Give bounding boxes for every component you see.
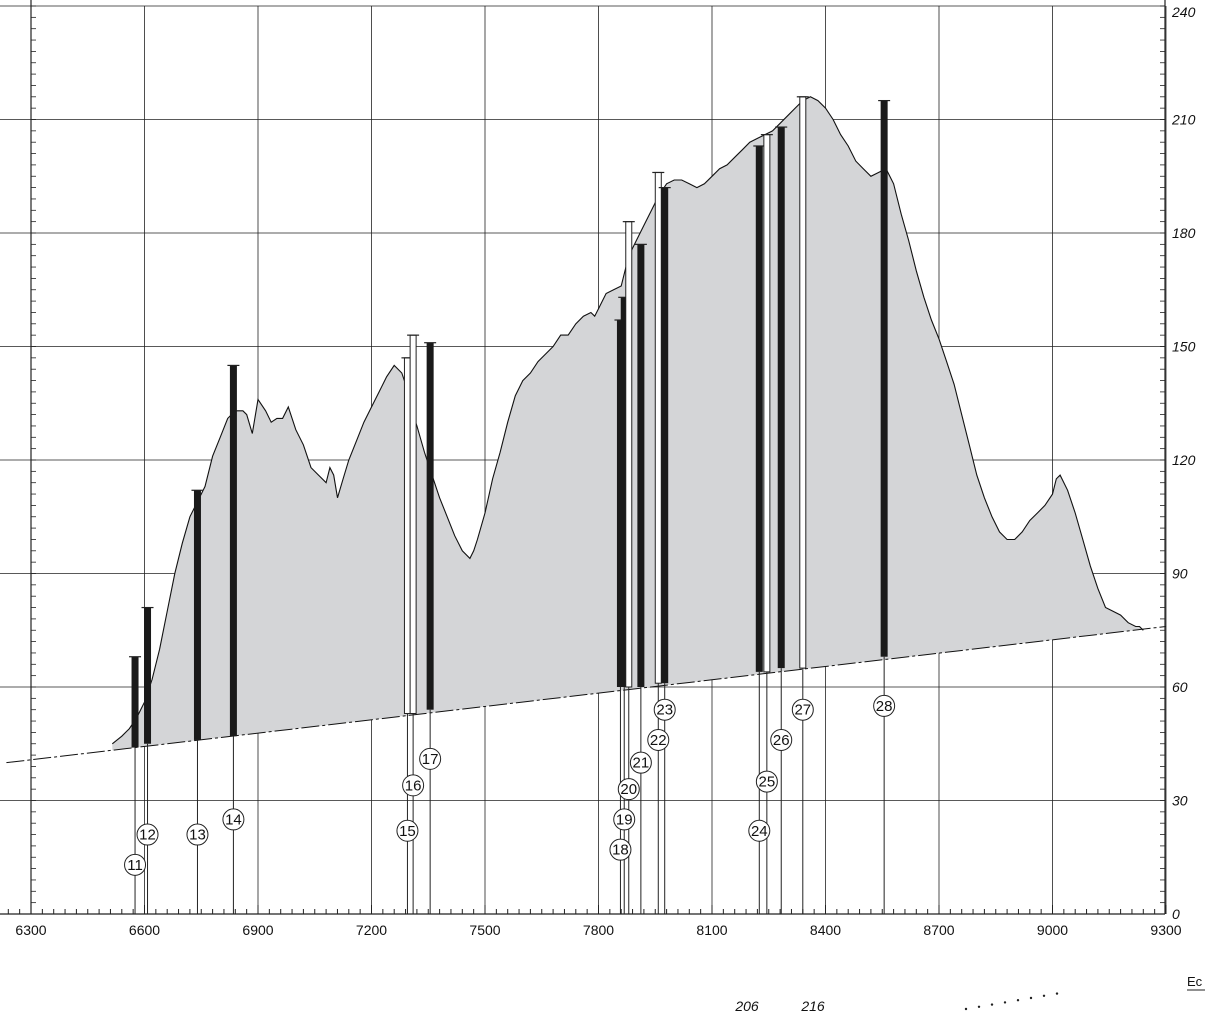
marker-circle-23: [653, 698, 676, 721]
marker-label-25: 25: [759, 774, 776, 791]
bar-25: [763, 134, 771, 673]
bar-18: [616, 320, 624, 687]
dotted-arc-dot: [1016, 999, 1020, 1002]
marker-label-15: 15: [399, 823, 416, 840]
marker-circle-12: [136, 823, 159, 846]
marker-circle-28: [873, 694, 896, 717]
y-tick-label: 60: [1172, 679, 1188, 695]
marker-label-11: 11: [127, 857, 143, 874]
corner-label: Ec: [1187, 974, 1203, 989]
bar-14: [229, 365, 237, 737]
marker-label-14: 14: [225, 811, 242, 828]
x-tick-label: 6600: [129, 922, 160, 938]
bar-23: [661, 187, 669, 684]
marker-label-27: 27: [794, 702, 811, 719]
marker-label-12: 12: [139, 827, 156, 844]
marker-circle-15: [396, 819, 419, 842]
annotation-206: 206: [734, 998, 759, 1012]
marker-circle-17: [419, 747, 442, 770]
bar-12: [144, 607, 152, 744]
marker-label-24: 24: [751, 823, 768, 840]
dotted-arc-dot: [1003, 1001, 1007, 1004]
marker-circle-11: [124, 853, 147, 876]
dotted-arc-dot: [1055, 992, 1059, 995]
marker-label-23: 23: [656, 702, 673, 719]
marker-label-19: 19: [616, 811, 633, 828]
bar-27: [799, 96, 807, 669]
axis-ticks: 6300 6600 6900 7200 7500 7800 8100 8400 8700 9000…: [7, 4, 1205, 1011]
x-tick-label: 7500: [469, 922, 500, 938]
bar-16: [409, 334, 417, 714]
marker-label-13: 13: [189, 827, 206, 844]
marker-circle-20: [617, 778, 640, 801]
bar-15: [403, 357, 411, 714]
bottom-notes: 206 216 Ec: [734, 974, 1202, 1012]
y-tick-label: 180: [1172, 225, 1196, 241]
marker-circle-19: [613, 808, 636, 831]
marker-circle-25: [755, 770, 778, 793]
marker-circle-21: [629, 751, 652, 774]
y-tick-label: 0: [1172, 906, 1180, 922]
marker-label-22: 22: [650, 732, 667, 749]
y-tick-label: 150: [1172, 339, 1196, 355]
terrain-outline: [111, 96, 1144, 745]
marker-circle-18: [609, 838, 632, 861]
dotted-arc-dot: [990, 1003, 994, 1006]
marker-label-16: 16: [405, 777, 422, 794]
x-tick-label: 9300: [1150, 922, 1181, 938]
bar-13: [193, 490, 201, 740]
y-tick-label: 30: [1172, 793, 1188, 809]
x-tick-label: 7800: [583, 922, 614, 938]
marker-circle-16: [402, 774, 425, 797]
marker-label-26: 26: [773, 732, 790, 749]
x-tick-label: 7200: [356, 922, 387, 938]
bar-11: [131, 656, 139, 748]
marker-circle-27: [791, 698, 814, 721]
bar-21: [637, 244, 645, 687]
dotted-arc-dot: [964, 1007, 968, 1011]
x-tick-label: 6300: [15, 922, 46, 938]
y-tick-label: 90: [1172, 566, 1188, 582]
marker-circle-22: [647, 728, 670, 751]
bar-20: [625, 221, 633, 688]
y-tick-label: 120: [1172, 452, 1196, 468]
y-tick-label: 240: [1171, 4, 1196, 20]
marker-label-18: 18: [612, 842, 629, 859]
marker-label-21: 21: [633, 755, 650, 772]
x-tick-label: 9000: [1037, 922, 1068, 938]
marker-label-17: 17: [422, 751, 439, 768]
bar-28: [880, 100, 888, 657]
x-tick-label: 8700: [923, 922, 954, 938]
plot-frame: [0, 0, 1166, 915]
y-tick-label: 210: [1171, 112, 1196, 128]
dotted-arc-dot: [977, 1005, 981, 1008]
x-tick-label: 6900: [242, 922, 273, 938]
bar-26: [777, 127, 785, 669]
marker-circle-13: [186, 823, 209, 846]
marker-circle-24: [748, 819, 771, 842]
bar-17: [426, 342, 434, 710]
bar-22: [654, 171, 662, 684]
x-tick-label: 8100: [696, 922, 727, 938]
marker-label-20: 20: [620, 781, 637, 798]
marker-circle-26: [770, 728, 793, 751]
bar-24: [755, 145, 763, 672]
marker-circle-14: [222, 808, 245, 831]
pile-bars: [129, 96, 891, 914]
marker-label-28: 28: [876, 698, 893, 715]
dotted-arc-dot: [1042, 994, 1046, 997]
bar-19: [620, 297, 628, 687]
dotted-arc-dot: [1029, 996, 1033, 1000]
annotation-216: 216: [800, 998, 825, 1012]
x-tick-label: 8400: [810, 922, 841, 938]
